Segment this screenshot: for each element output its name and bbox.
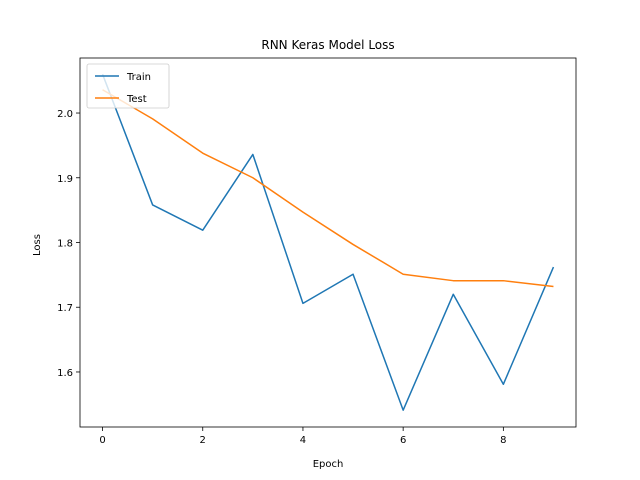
legend-label-train: Train — [126, 72, 151, 83]
x-tick-label: 4 — [300, 435, 306, 446]
x-tick-label: 8 — [500, 435, 506, 446]
chart-title: RNN Keras Model Loss — [261, 38, 394, 52]
y-tick-label: 1.7 — [57, 303, 73, 314]
series-line-train — [101, 73, 555, 411]
legend-box — [86, 63, 170, 109]
x-axis-label: Epoch — [313, 459, 344, 470]
y-tick-label: 2.0 — [57, 109, 73, 120]
y-axis: 1.6 1.7 1.8 1.9 2.0 — [57, 109, 80, 379]
legend: Train Test — [86, 63, 170, 109]
x-tick-label: 2 — [200, 435, 206, 446]
x-axis: 0 2 4 6 8 — [99, 427, 507, 446]
x-tick-label: 6 — [400, 435, 406, 446]
legend-label-test: Test — [126, 94, 147, 105]
y-tick-label: 1.8 — [57, 239, 73, 250]
y-tick-label: 1.6 — [57, 368, 73, 379]
x-tick-label: 0 — [99, 435, 105, 446]
y-tick-label: 1.9 — [57, 174, 73, 185]
series-line-test — [102, 89, 554, 288]
y-axis-label: Loss — [32, 234, 43, 256]
